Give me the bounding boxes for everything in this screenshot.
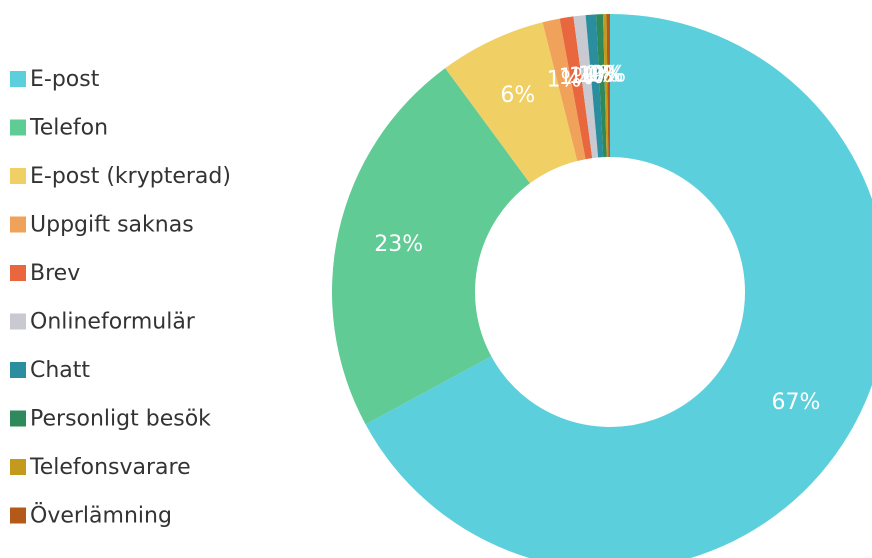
legend-swatch — [10, 507, 26, 524]
slice-label: 23% — [374, 232, 423, 257]
slice-label: 0% — [584, 63, 619, 88]
legend-label: Överlämning — [30, 503, 172, 529]
donut-slice — [585, 14, 604, 158]
donut-slice — [445, 22, 578, 184]
legend-swatch — [10, 313, 26, 330]
donut-slice — [559, 16, 593, 160]
slice-label: 1% — [578, 63, 613, 88]
legend-label: Onlineformulär — [30, 310, 196, 335]
legend-label: Chatt — [30, 358, 90, 383]
legend-swatch — [10, 71, 26, 87]
slice-label: 67% — [772, 390, 821, 415]
donut-slice — [365, 14, 872, 558]
legend-swatch — [10, 216, 26, 233]
donut-slice — [596, 14, 607, 158]
legend-label: Telefonsvarare — [29, 455, 191, 480]
legend-swatch — [10, 119, 26, 136]
legend-swatch — [10, 168, 26, 184]
legend-swatch — [10, 459, 26, 475]
slice-label: 6% — [500, 83, 535, 108]
slice-label: 1% — [569, 64, 604, 89]
donut-slice — [542, 18, 586, 162]
donut-slice — [603, 14, 609, 158]
slice-label: 0% — [591, 63, 626, 88]
legend-label: Brev — [30, 261, 80, 286]
legend-label: Uppgift saknas — [30, 213, 194, 238]
legend-swatch — [10, 265, 26, 281]
slice-label: 0% — [588, 63, 623, 88]
legend-swatch — [10, 362, 26, 378]
legend-swatch — [10, 410, 26, 427]
legend-label: E-post (krypterad) — [30, 164, 231, 189]
legend-label: Telefon — [29, 116, 108, 141]
legend-label: E-post — [30, 67, 100, 92]
donut-slice — [332, 68, 530, 425]
donut-slice — [573, 15, 599, 159]
donut-slice — [606, 14, 610, 158]
slice-label: 1% — [559, 65, 594, 90]
legend-label: Personligt besök — [30, 407, 211, 432]
slice-label: 1% — [547, 67, 582, 92]
